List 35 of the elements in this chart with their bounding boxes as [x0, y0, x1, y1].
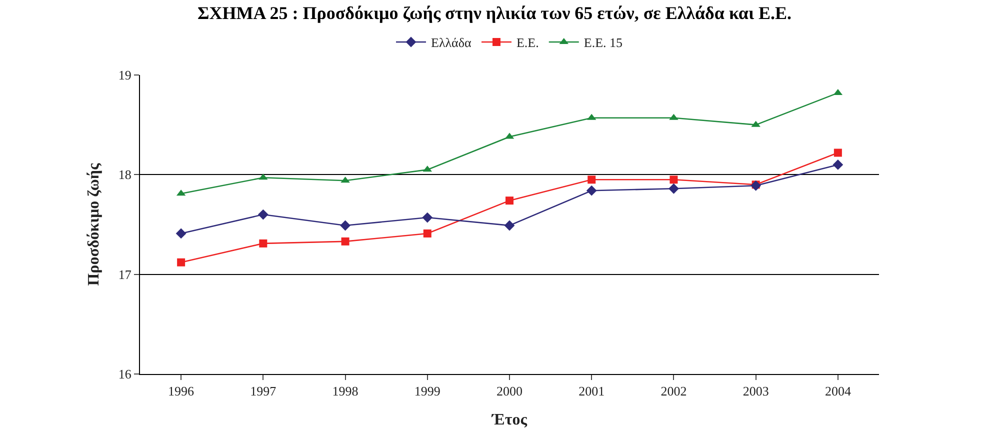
- point: [834, 148, 842, 157]
- legend-label: Ε.Ε.: [516, 35, 539, 50]
- point: [668, 183, 679, 194]
- point: [176, 228, 186, 239]
- point: [423, 229, 432, 238]
- y-tick-label: 18: [118, 167, 132, 182]
- chart-title: ΣΧΗΜΑ 25 : Προσδόκιμο ζωής στην ηλικία των 65 ετών, σε Ελλάδα και Ε.Ε.: [197, 3, 792, 24]
- point: [832, 160, 844, 170]
- point: [586, 185, 597, 196]
- point: [341, 237, 350, 246]
- point: [422, 212, 433, 223]
- y-tick-label: 16: [118, 366, 132, 382]
- point: [670, 176, 678, 184]
- x-tick-label: 2001: [578, 384, 605, 399]
- x-tick-label: 1999: [414, 384, 440, 399]
- y-tick-label: 17: [118, 266, 132, 282]
- x-tick-label: 2003: [742, 384, 769, 399]
- legend-label: Ε.Ε. 15: [584, 35, 623, 50]
- point: [506, 196, 514, 205]
- point: [340, 220, 350, 231]
- y-tick-label: 19: [118, 68, 132, 83]
- point: [258, 209, 268, 220]
- x-tick-label: 1996: [168, 384, 195, 399]
- point: [504, 220, 515, 231]
- point: [588, 176, 596, 184]
- x-tick-label: 2002: [660, 384, 687, 399]
- y-axis-title: Προσδόκιμο ζωής: [85, 162, 102, 286]
- x-tick-label: 2004: [824, 384, 852, 399]
- x-tick-label: 2000: [496, 384, 522, 399]
- x-tick-label: 1998: [332, 384, 358, 399]
- point: [259, 239, 268, 248]
- x-tick-label: 1997: [250, 384, 277, 399]
- point: [177, 258, 186, 266]
- legend-label: Ελλάδα: [431, 35, 472, 50]
- x-axis-title: Έτος: [491, 411, 528, 428]
